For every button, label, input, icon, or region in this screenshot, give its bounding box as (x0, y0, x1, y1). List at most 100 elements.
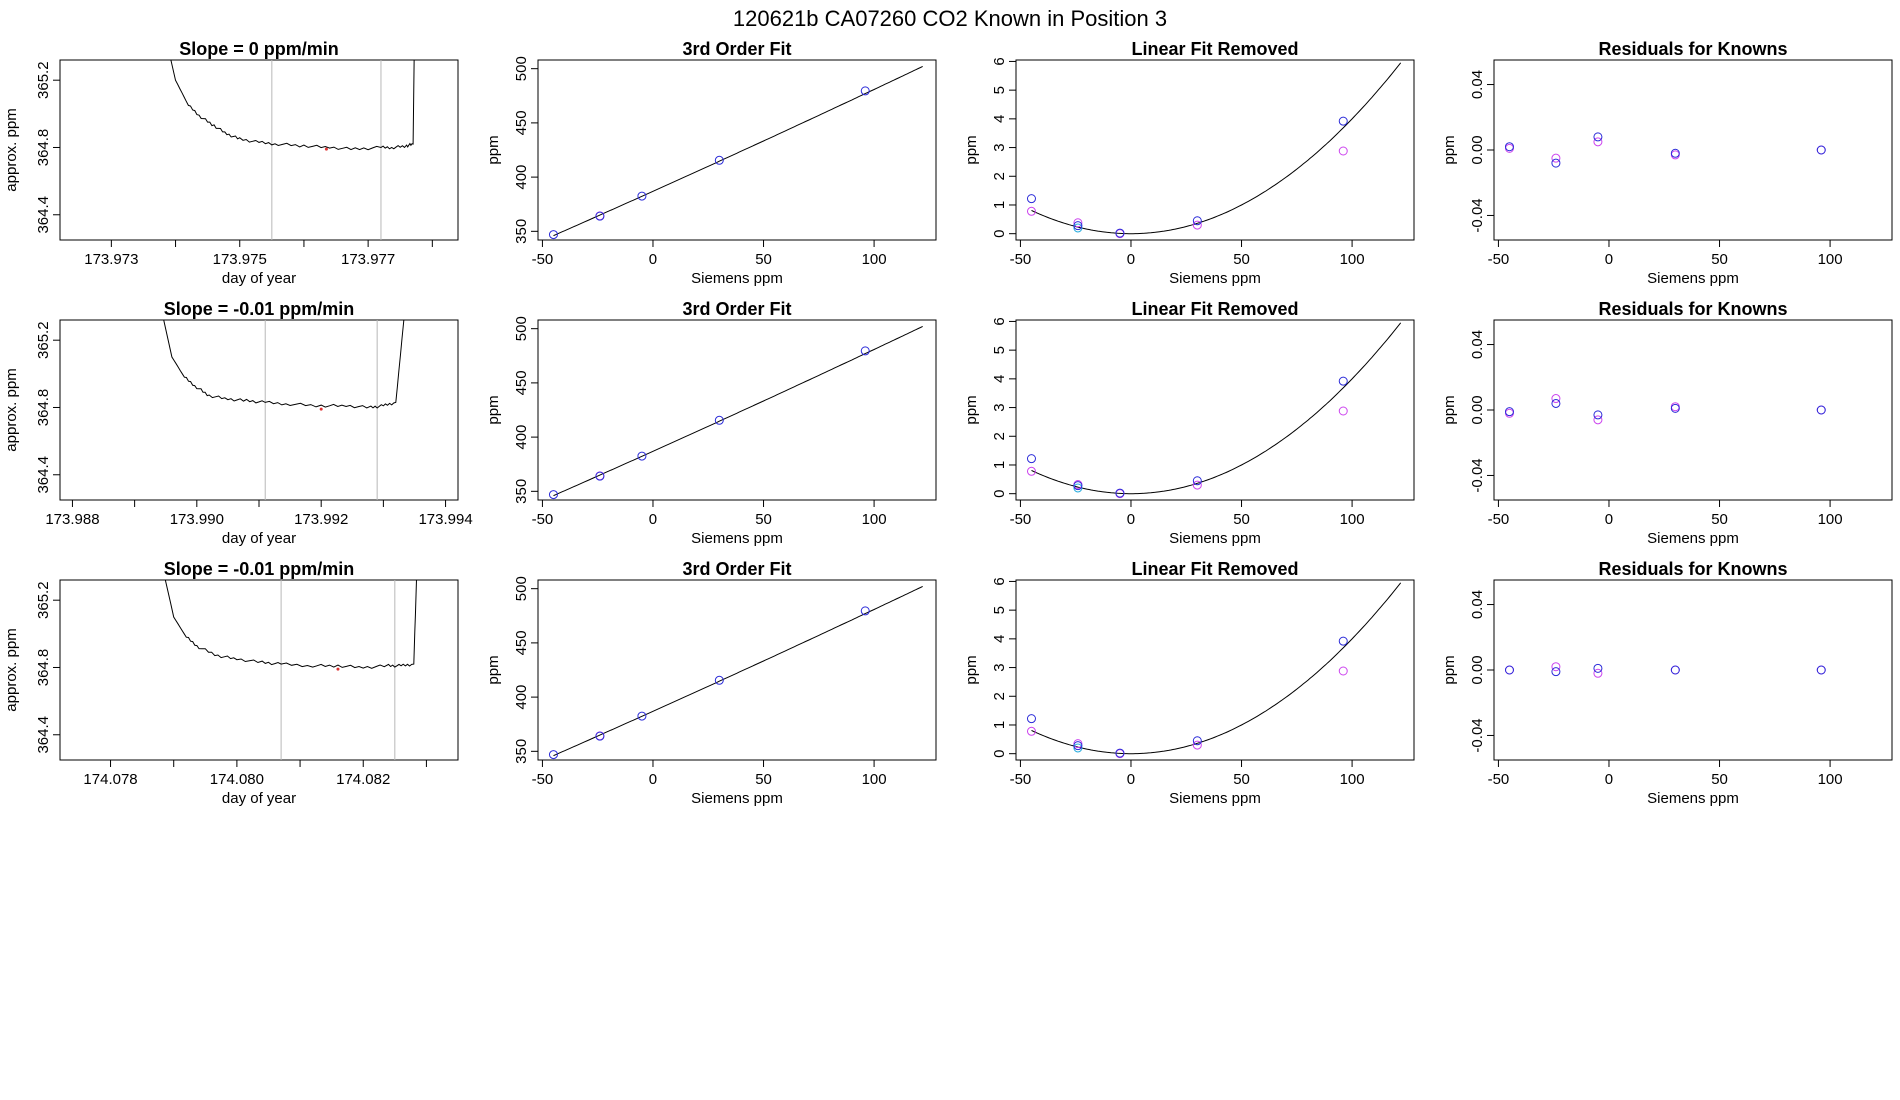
plot-area (1504, 132, 1826, 168)
x-tick-label: 100 (1340, 251, 1365, 268)
y-tick-label: 364.8 (35, 389, 52, 427)
panel-1-2: 3rd Order Fit -50 0 50 100 Siemens ppm 350 400 4… (485, 39, 937, 287)
plot-frame (59, 319, 459, 501)
y-tick-label: 6 (991, 57, 1008, 65)
y-tick-label: 0.04 (1469, 70, 1486, 99)
x-axis-label: Siemens ppm (691, 270, 783, 287)
panel-title: Residuals for Knowns (1598, 39, 1787, 59)
fit-curve (553, 585, 923, 757)
residual-known-point (1551, 158, 1561, 168)
residual-known-point (1670, 665, 1680, 675)
y-tick-label: 350 (513, 219, 530, 244)
known-point (1192, 736, 1202, 746)
figure-title: 120621b CA07260 CO2 Known in Position 3 (733, 6, 1167, 31)
known-point (1115, 748, 1125, 758)
x-tick-label: 173.990 (170, 511, 224, 528)
x-tick-label: 173.977 (341, 251, 395, 268)
y-tick-label: 500 (513, 56, 530, 81)
x-tick-label: 50 (1711, 251, 1728, 268)
panel-title: Slope = -0.01 ppm/min (164, 559, 355, 579)
y-tick-label: 3 (991, 143, 1008, 151)
plot-frame (59, 59, 459, 241)
x-tick-label: 50 (755, 771, 772, 788)
known-point (1026, 714, 1036, 724)
residual-raw-point (1593, 415, 1603, 425)
y-axis-label: approx. ppm (3, 368, 20, 451)
x-tick-label: 100 (862, 511, 887, 528)
x-tick-label: -50 (1488, 771, 1510, 788)
x-tick-label: 0 (1605, 511, 1613, 528)
y-axis-label: ppm (485, 135, 502, 164)
known-point (548, 230, 558, 240)
y-tick-label: -0.04 (1469, 718, 1486, 752)
y-tick-label: 2 (991, 432, 1008, 440)
y-tick-label: 0.00 (1469, 655, 1486, 684)
panel-3-1: Slope = -0.01 ppm/min 174.078 174.080 174.0… (3, 559, 459, 807)
plot-area (1026, 582, 1402, 759)
y-tick-label: 400 (513, 685, 530, 710)
residual-raw-point (1551, 153, 1561, 163)
panel-title: Slope = 0 ppm/min (179, 39, 339, 59)
y-tick-label: 0 (991, 490, 1008, 498)
known-point (1026, 454, 1036, 464)
residual-known-point (1551, 667, 1561, 677)
panel-title: 3rd Order Fit (682, 299, 791, 319)
x-axis-label: Siemens ppm (1647, 530, 1739, 547)
panel-1-4: Residuals for Knowns -50 0 50 100 Siemens ppm… (1441, 39, 1893, 287)
panel-title: Linear Fit Removed (1131, 299, 1298, 319)
panel-title: Residuals for Knowns (1598, 299, 1787, 319)
x-tick-label: 50 (1233, 771, 1250, 788)
x-tick-label: 173.973 (84, 251, 138, 268)
residual-known-point (1593, 132, 1603, 142)
mean-marker (336, 667, 340, 671)
x-tick-label: -50 (532, 511, 554, 528)
y-axis-label: ppm (1441, 395, 1458, 424)
residual-raw-point (1593, 668, 1603, 678)
x-tick-label: 0 (1127, 251, 1135, 268)
known-point (860, 86, 870, 96)
y-tick-label: 0 (991, 230, 1008, 238)
x-axis-label: Siemens ppm (1169, 790, 1261, 807)
concentration-trace (164, 580, 417, 669)
plot-area (548, 65, 923, 240)
known-point (595, 471, 605, 481)
plot-area (163, 320, 405, 500)
y-tick-label: 6 (991, 317, 1008, 325)
y-tick-label: 1 (991, 721, 1008, 729)
y-tick-label: 0.04 (1469, 590, 1486, 619)
x-axis-label: day of year (222, 530, 296, 547)
raw-point (1338, 146, 1348, 156)
residual-known-point (1816, 145, 1826, 155)
y-axis-label: ppm (963, 395, 980, 424)
residual-raw-point (1551, 662, 1561, 672)
x-tick-label: 100 (1818, 251, 1843, 268)
x-tick-label: -50 (1488, 251, 1510, 268)
y-axis-label: ppm (1441, 135, 1458, 164)
panel-2-3: Linear Fit Removed -50 0 50 100 Siemens ppm 0 1… (963, 299, 1415, 547)
plot-frame (1493, 59, 1893, 241)
residual-known-point (1504, 665, 1514, 675)
residual-known-point (1670, 403, 1680, 413)
plot-area (164, 580, 417, 760)
y-axis-label: approx. ppm (3, 108, 20, 191)
plot-frame (1015, 59, 1415, 241)
y-tick-label: 500 (513, 316, 530, 341)
fit-curve (553, 325, 923, 497)
known-point (1073, 221, 1083, 231)
y-tick-label: 0.00 (1469, 135, 1486, 164)
plot-frame (1015, 579, 1415, 761)
y-tick-label: 6 (991, 577, 1008, 585)
x-tick-label: -50 (532, 771, 554, 788)
raw-point (1338, 406, 1348, 416)
x-axis-label: day of year (222, 270, 296, 287)
x-tick-label: 174.082 (336, 771, 390, 788)
x-tick-label: 0 (649, 511, 657, 528)
x-tick-label: 50 (1233, 251, 1250, 268)
residual-known-point (1670, 148, 1680, 158)
y-tick-label: 4 (991, 115, 1008, 123)
y-tick-label: 364.4 (35, 716, 52, 754)
known-point (860, 606, 870, 616)
reference-point (1073, 223, 1083, 233)
plot-area (1504, 394, 1826, 425)
known-point (548, 490, 558, 500)
